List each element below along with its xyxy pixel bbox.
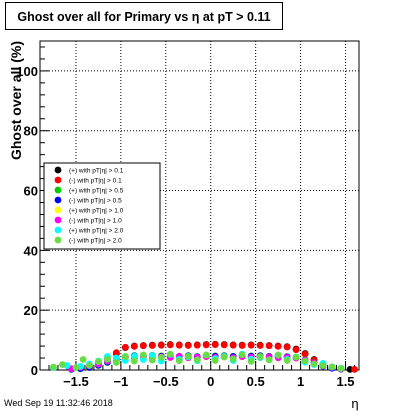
data-point bbox=[59, 361, 66, 369]
data-point bbox=[86, 362, 93, 369]
x-axis-label: η bbox=[351, 396, 358, 411]
legend-label: (-) with pT|η| > 2.0 bbox=[69, 238, 122, 245]
data-point bbox=[256, 353, 264, 360]
data-point bbox=[157, 354, 165, 361]
data-point bbox=[283, 343, 291, 351]
data-point bbox=[139, 342, 147, 350]
legend-marker bbox=[54, 176, 62, 184]
timestamp: Wed Sep 19 11:32:46 2018 bbox=[4, 398, 113, 408]
legend-label: (-) with pT|η| > 1.0 bbox=[69, 218, 122, 225]
y-tick-label: 20 bbox=[24, 303, 38, 318]
data-point bbox=[50, 363, 57, 371]
data-point bbox=[184, 342, 192, 349]
data-point bbox=[220, 341, 228, 349]
data-point bbox=[220, 353, 228, 361]
data-point bbox=[301, 350, 309, 358]
data-point bbox=[121, 343, 129, 351]
legend-label: (+) with pT|η| > 2.0 bbox=[69, 228, 124, 235]
x-tick-label: 1.5 bbox=[336, 374, 354, 389]
data-point bbox=[265, 342, 273, 350]
legend-label: (+) with pT|η| > 1.0 bbox=[69, 208, 124, 215]
data-point bbox=[166, 350, 174, 358]
legend-label: (+) with pT|η| > 0.1 bbox=[69, 168, 124, 175]
data-point bbox=[319, 362, 327, 369]
legend-marker bbox=[54, 206, 62, 214]
data-point bbox=[292, 353, 300, 361]
data-point bbox=[265, 356, 273, 364]
data-point bbox=[283, 357, 291, 364]
data-point bbox=[247, 357, 255, 365]
data-point bbox=[79, 356, 87, 363]
data-point bbox=[351, 366, 358, 373]
data-point bbox=[247, 341, 255, 349]
data-point bbox=[310, 360, 318, 368]
legend: (+) with pT|η| > 0.1 (-) with pT|η| > 0.1… bbox=[43, 162, 161, 250]
data-point bbox=[184, 352, 192, 360]
data-point bbox=[139, 351, 147, 359]
data-point bbox=[130, 357, 138, 365]
data-point bbox=[130, 352, 138, 360]
y-tick-label: 100 bbox=[16, 64, 38, 79]
y-tick-label: 80 bbox=[24, 124, 38, 139]
data-point bbox=[148, 356, 156, 364]
legend-label: (+) with pT|η| > 0.5 bbox=[69, 188, 124, 195]
legend-marker bbox=[54, 226, 62, 234]
x-tick-label: 0 bbox=[207, 374, 214, 389]
data-point bbox=[274, 342, 282, 350]
data-point bbox=[301, 357, 309, 365]
x-tick-label: 1 bbox=[297, 374, 304, 389]
y-tick-label: 60 bbox=[24, 184, 38, 199]
legend-marker bbox=[54, 196, 62, 204]
x-tick-label: −0.5 bbox=[153, 374, 179, 389]
data-point bbox=[274, 351, 282, 359]
data-point bbox=[166, 341, 174, 349]
legend-label: (-) with pT|η| > 0.5 bbox=[69, 198, 122, 205]
data-point bbox=[202, 351, 210, 359]
data-point bbox=[130, 342, 138, 350]
y-tick-label: 0 bbox=[31, 363, 38, 378]
data-point bbox=[95, 358, 102, 366]
legend-entries: (+) with pT|η| > 0.1 (-) with pT|η| > 0.1… bbox=[54, 166, 124, 245]
data-point bbox=[238, 351, 246, 359]
tick-labels: −1.5 −1 −0.5 0 0.5 1 1.5 0 20 40 60 80 100 bbox=[16, 64, 354, 389]
plot-frame bbox=[39, 40, 360, 371]
data-point bbox=[148, 342, 156, 349]
data-point bbox=[211, 341, 219, 348]
data-point bbox=[157, 341, 165, 349]
data-point bbox=[229, 341, 237, 349]
data-point bbox=[337, 365, 345, 372]
chart-title: Ghost over all for Primary vs η at pT > … bbox=[17, 10, 271, 24]
data-point bbox=[175, 357, 183, 365]
legend-marker bbox=[54, 236, 62, 244]
data-point bbox=[193, 356, 201, 364]
data-point bbox=[103, 355, 111, 363]
legend-label: (-) with pT|η| > 0.1 bbox=[69, 178, 122, 185]
y-axis-label: Ghost over all (%) bbox=[8, 41, 24, 160]
axis-ticks bbox=[39, 46, 356, 371]
legend-box bbox=[43, 162, 161, 250]
data-point bbox=[112, 359, 120, 366]
data-point bbox=[175, 341, 183, 349]
data-point bbox=[211, 357, 219, 364]
chart-title-box: Ghost over all for Primary vs η at pT > … bbox=[5, 2, 283, 30]
data-point bbox=[256, 342, 264, 349]
data-point bbox=[238, 342, 246, 349]
legend-marker bbox=[54, 166, 62, 174]
data-point bbox=[328, 363, 336, 371]
data-point bbox=[202, 341, 210, 349]
x-tick-label: −1 bbox=[113, 374, 128, 389]
data-point bbox=[112, 349, 120, 357]
data-point bbox=[193, 341, 201, 349]
y-tick-label: 40 bbox=[24, 243, 38, 258]
legend-marker bbox=[54, 186, 62, 194]
x-tick-label: −1.5 bbox=[63, 374, 89, 389]
data-point bbox=[292, 346, 300, 354]
legend-marker bbox=[54, 216, 62, 224]
data-point bbox=[229, 355, 237, 363]
data-points bbox=[50, 340, 358, 373]
data-point bbox=[121, 353, 129, 360]
x-tick-label: 0.5 bbox=[247, 374, 265, 389]
data-point bbox=[72, 364, 80, 372]
